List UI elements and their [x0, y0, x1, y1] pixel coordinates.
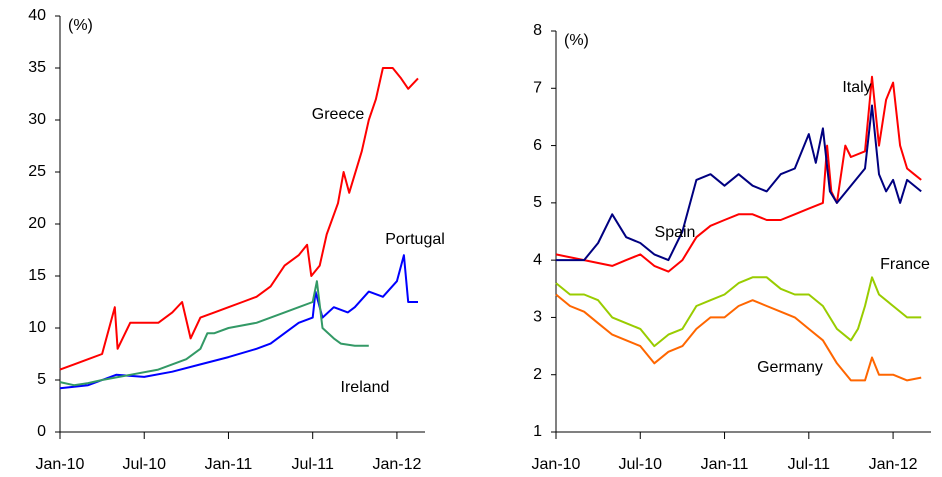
x-tick-label: Jan-12 [869, 456, 918, 473]
series-label: Portugal [385, 231, 445, 248]
y-tick-label: 4 [533, 251, 542, 268]
x-tick-label: Jul-10 [122, 456, 166, 473]
y-tick-label: 2 [533, 366, 542, 383]
y-axis-label: (%) [68, 17, 93, 34]
x-tick-label: Jan-12 [372, 456, 421, 473]
series-line [555, 75, 922, 273]
y-tick-label: 15 [28, 267, 46, 284]
y-tick-label: 40 [28, 7, 46, 24]
y-tick-label: 20 [28, 215, 46, 232]
series-label: Italy [842, 79, 871, 96]
y-tick-label: 30 [28, 111, 46, 128]
series-line [555, 293, 922, 382]
y-axis-label: (%) [564, 32, 589, 49]
x-tick-label: Jan-10 [532, 456, 581, 473]
x-tick-label: Jul-10 [618, 456, 662, 473]
y-tick-label: 6 [533, 137, 542, 154]
y-tick-label: 35 [28, 59, 46, 76]
series-line [59, 67, 419, 371]
y-tick-label: 3 [533, 309, 542, 326]
series-line [59, 254, 418, 390]
series-line [555, 276, 922, 348]
series-label: Spain [655, 224, 696, 241]
y-tick-label: 10 [28, 319, 46, 336]
y-tick-label: 7 [533, 80, 542, 97]
y-tick-label: 8 [533, 22, 542, 39]
y-tick-label: 5 [533, 194, 542, 211]
series-label: Germany [757, 359, 823, 376]
x-tick-label: Jul-11 [291, 456, 333, 473]
series-line [556, 104, 922, 262]
series-label: France [880, 256, 930, 273]
y-tick-label: 1 [533, 423, 542, 440]
series-label: Greece [312, 106, 365, 123]
x-tick-label: Jan-11 [701, 456, 749, 473]
y-tick-label: 25 [28, 163, 46, 180]
series-line [59, 280, 369, 387]
x-tick-label: Jan-10 [36, 456, 85, 473]
series-label: Ireland [341, 379, 390, 396]
y-tick-label: 0 [37, 423, 46, 440]
x-tick-label: Jan-11 [205, 456, 253, 473]
x-tick-label: Jul-11 [788, 456, 830, 473]
y-tick-label: 5 [37, 371, 46, 388]
